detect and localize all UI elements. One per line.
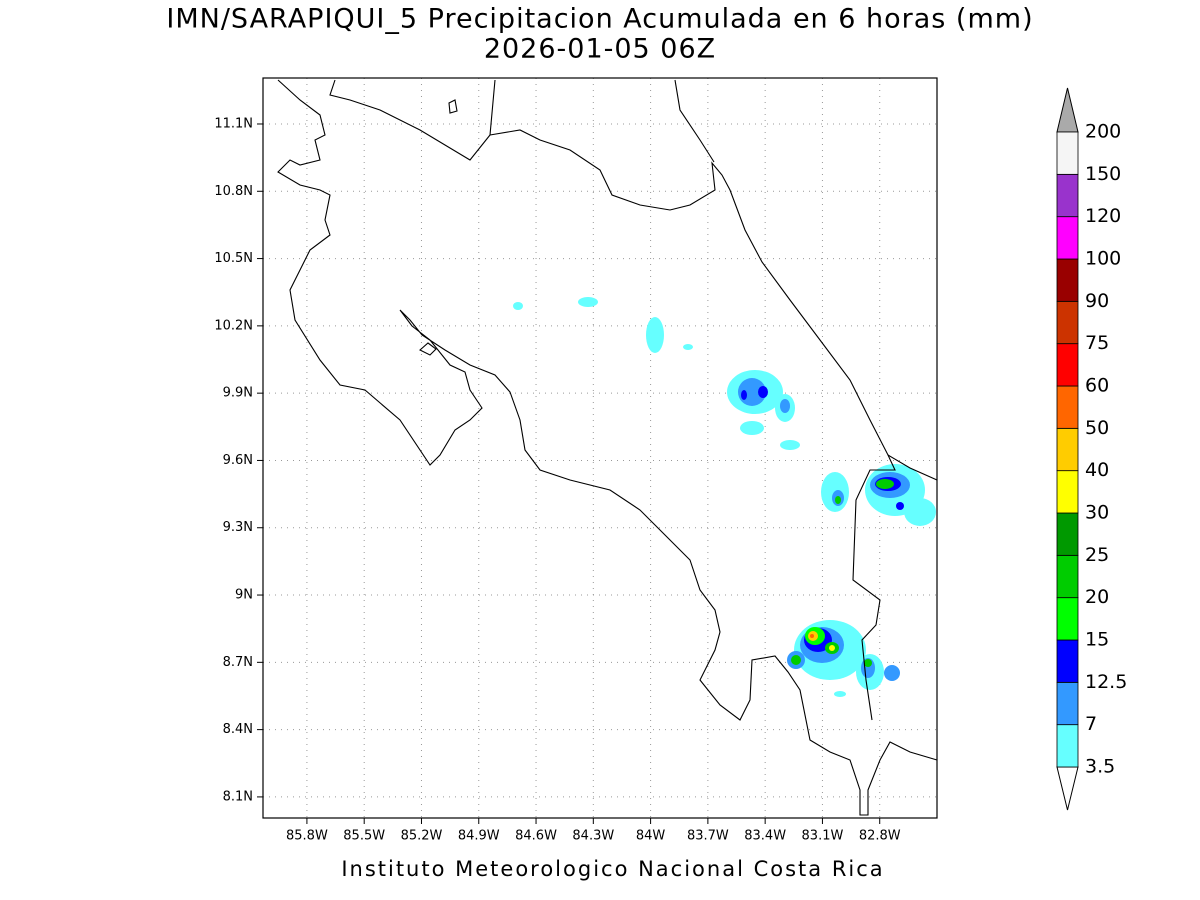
colorbar-label: 7 (1085, 713, 1097, 735)
lon-tick-label: 85.8W (286, 829, 328, 844)
lat-tick-label: 10.8N (214, 184, 253, 199)
lat-tick-label: 8.1N (223, 789, 253, 804)
colorbar-segment (1056, 131, 1079, 175)
lon-tick-label: 84W (636, 829, 666, 844)
colorbar-label: 40 (1085, 459, 1109, 481)
coastlines (277, 79, 938, 816)
lon-tick-label: 83.7W (687, 829, 729, 844)
colorbar-segment (1056, 639, 1079, 683)
lon-tick-label: 85.2W (401, 829, 443, 844)
colorbar-segment (1056, 724, 1079, 768)
lon-tick-label: 83.1W (802, 829, 844, 844)
map-frame (262, 77, 938, 819)
colorbar-label: 200 (1085, 121, 1121, 143)
colorbar-label: 60 (1085, 375, 1109, 397)
colorbar-segment (1056, 554, 1079, 599)
colorbar-segment (1056, 300, 1079, 345)
colorbar-label: 30 (1085, 502, 1109, 524)
colorbar-segment (1056, 216, 1079, 260)
lon-tick-label: 85.5W (343, 829, 385, 844)
map-subtitle: 2026-01-05 06Z (484, 34, 716, 65)
colorbar-segment (1056, 173, 1079, 218)
lat-tick-label: 8.7N (223, 655, 253, 670)
lon-tick-label: 84.6W (515, 829, 557, 844)
colorbar-label: 12.5 (1085, 671, 1127, 693)
colorbar-over (1056, 87, 1079, 133)
precipitation-field (513, 297, 936, 697)
lon-tick-label: 82.8W (859, 829, 901, 844)
colorbar-segment (1056, 681, 1079, 726)
lat-tick-label: 9N (235, 588, 253, 603)
colorbar-label: 50 (1085, 417, 1109, 439)
colorbar-segment (1056, 470, 1079, 514)
colorbar-label: 150 (1085, 163, 1121, 185)
colorbar-segment (1056, 343, 1079, 387)
lat-tick-label: 8.4N (223, 722, 253, 737)
map-title: IMN/SARAPIQUI_5 Precipitacion Acumulada … (166, 4, 1033, 35)
lat-tick-label: 9.3N (223, 520, 253, 535)
lat-tick-label: 10.5N (214, 251, 253, 266)
colorbar-label: 25 (1085, 544, 1109, 566)
colorbar-label: 15 (1085, 629, 1109, 651)
lat-tick-label: 9.9N (223, 386, 253, 401)
footer: Instituto Meteorologico Nacional Costa R… (341, 857, 884, 881)
lat-tick-label: 9.6N (223, 453, 253, 468)
colorbar-segment (1056, 597, 1079, 641)
lon-tick-label: 84.9W (458, 829, 500, 844)
colorbar-label: 100 (1085, 248, 1121, 270)
lat-tick-label: 10.2N (214, 318, 253, 333)
colorbar-label: 3.5 (1085, 756, 1115, 778)
colorbar-label: 75 (1085, 332, 1109, 354)
axis-labels: 85.8W 85.5W 85.2W 84.9W 84.6W 84.3W 84W 83.7W 83… (214, 116, 900, 843)
lat-tick-label: 11.1N (214, 116, 253, 131)
grid (263, 78, 937, 818)
lon-tick-label: 84.3W (572, 829, 614, 844)
colorbar-segment (1056, 258, 1079, 302)
colorbar-label: 20 (1085, 586, 1109, 608)
colorbar-label: 90 (1085, 290, 1109, 312)
lon-tick-label: 83.4W (744, 829, 786, 844)
colorbar-segment (1056, 427, 1079, 472)
colorbar-segment (1056, 512, 1079, 556)
colorbar-label: 120 (1085, 205, 1121, 227)
colorbar-segment (1056, 385, 1079, 429)
colorbar: 3.5 7 12.5 15 20 25 30 40 50 60 75 90 100 120 150 200 (1056, 87, 1127, 811)
colorbar-under (1056, 766, 1079, 811)
